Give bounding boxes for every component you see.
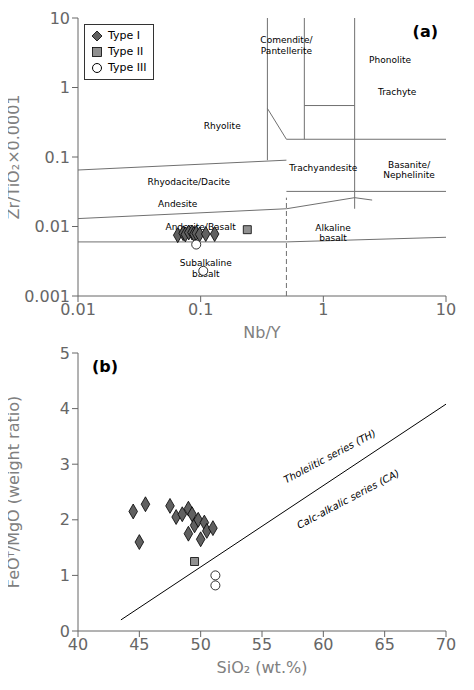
- svg-text:Rhyodacite/Dacite: Rhyodacite/Dacite: [148, 177, 231, 187]
- svg-text:Andesite: Andesite: [158, 199, 198, 209]
- svg-text:1: 1: [318, 300, 328, 319]
- svg-text:Basanite/Nephelinite: Basanite/Nephelinite: [383, 160, 435, 180]
- html-text:Type III: Type III: [108, 61, 147, 74]
- svg-text:10: 10: [436, 300, 456, 319]
- svg-text:Tholeiitic series (TH): Tholeiitic series (TH): [282, 427, 378, 485]
- svg-text:Comendite/Pantellerite: Comendite/Pantellerite: [260, 35, 313, 55]
- svg-text:5: 5: [60, 344, 70, 363]
- svg-text:Nb/Y: Nb/Y: [243, 323, 281, 342]
- svg-text:Subalkalinebasalt: Subalkalinebasalt: [180, 258, 232, 278]
- svg-text:2: 2: [60, 510, 70, 529]
- svg-text:Zr/TiO₂×0.0001: Zr/TiO₂×0.0001: [8, 94, 23, 219]
- svg-text:40: 40: [68, 635, 88, 654]
- svg-text:55: 55: [252, 635, 272, 654]
- html-text:Type II: Type II: [108, 45, 144, 58]
- svg-text:0.1: 0.1: [45, 148, 70, 167]
- svg-text:Trachyandesite: Trachyandesite: [288, 163, 358, 173]
- svg-text:0.01: 0.01: [60, 300, 96, 320]
- svg-text:70: 70: [436, 635, 456, 654]
- svg-text:Alkalinebasalt: Alkalinebasalt: [315, 223, 351, 243]
- svg-text:45: 45: [129, 635, 149, 654]
- svg-text:60: 60: [313, 635, 333, 654]
- svg-text:Rhyolite: Rhyolite: [204, 121, 241, 131]
- svg-text:0.1: 0.1: [188, 300, 213, 319]
- html-text:(b): (b): [92, 357, 119, 376]
- html-text:(a): (a): [412, 22, 438, 41]
- svg-text:Andesite/Basalt: Andesite/Basalt: [165, 221, 236, 232]
- svg-text:65: 65: [374, 635, 394, 654]
- svg-text:4: 4: [60, 399, 70, 418]
- svg-text:Phonolite: Phonolite: [369, 55, 411, 65]
- svg-text:Calc-alkalic series (CA): Calc-alkalic series (CA): [295, 467, 401, 530]
- svg-text:Trachyte: Trachyte: [377, 87, 417, 97]
- svg-text:FeOᵀ/MgO (weight ratio): FeOᵀ/MgO (weight ratio): [8, 396, 23, 588]
- svg-text:SiO₂ (wt.%): SiO₂ (wt.%): [217, 658, 308, 677]
- svg-text:50: 50: [190, 635, 210, 654]
- svg-text:0: 0: [60, 622, 70, 641]
- svg-text:1: 1: [60, 566, 70, 585]
- svg-text:0.001: 0.001: [24, 287, 70, 306]
- svg-text:0.01: 0.01: [34, 217, 70, 236]
- svg-text:3: 3: [60, 455, 70, 474]
- html-text:Type I: Type I: [108, 29, 140, 42]
- svg-text:1: 1: [60, 78, 70, 97]
- svg-text:10: 10: [50, 9, 70, 28]
